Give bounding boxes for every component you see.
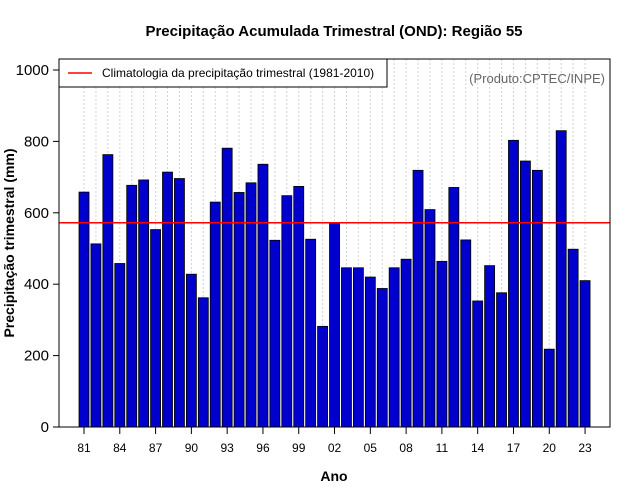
bar-2016 bbox=[496, 292, 507, 428]
bar-1981 bbox=[78, 191, 90, 428]
bar-2020 bbox=[543, 348, 555, 428]
y-tick-label: 0 bbox=[41, 419, 49, 436]
bar-2007 bbox=[388, 267, 400, 428]
bar-2006 bbox=[376, 288, 388, 428]
x-tick-label: 05 bbox=[364, 441, 378, 455]
x-tick-label: 93 bbox=[220, 441, 234, 455]
y-tick-label: 200 bbox=[24, 348, 49, 365]
bar-2010 bbox=[424, 209, 436, 428]
x-tick-label: 81 bbox=[77, 441, 91, 455]
x-axis-label: Ano bbox=[320, 468, 347, 484]
bar-2000 bbox=[305, 238, 317, 428]
y-axis: 0 200 400 600 800 1000 bbox=[16, 62, 59, 436]
x-tick-label: 02 bbox=[328, 441, 342, 455]
y-tick-label: 1000 bbox=[16, 62, 49, 79]
legend: Climatologia da precipitação trimestral … bbox=[58, 58, 388, 88]
x-tick-label: 84 bbox=[113, 441, 127, 455]
bar-1989 bbox=[174, 178, 185, 428]
x-tick-label: 20 bbox=[543, 441, 557, 455]
x-tick-label: 08 bbox=[399, 441, 413, 455]
bar-1987 bbox=[150, 229, 161, 428]
bar-2014 bbox=[472, 300, 484, 428]
y-tick-label: 800 bbox=[24, 133, 49, 150]
bars-group bbox=[78, 130, 591, 428]
legend-box bbox=[58, 58, 388, 88]
bar-2023 bbox=[579, 280, 591, 428]
x-tick-label: 23 bbox=[578, 441, 592, 455]
product-credit: (Produto:CPTEC/INPE) bbox=[469, 71, 605, 86]
bar-1995 bbox=[245, 182, 257, 428]
x-tick-label: 11 bbox=[436, 441, 449, 455]
bar-1986 bbox=[138, 179, 150, 428]
legend-entry: Climatologia da precipitação trimestral … bbox=[102, 66, 374, 80]
x-tick-label: 14 bbox=[471, 441, 485, 455]
x-tick-label: 90 bbox=[185, 441, 199, 455]
bar-1988 bbox=[162, 171, 173, 428]
bar-2015 bbox=[484, 265, 496, 428]
bar-1991 bbox=[197, 297, 209, 428]
bar-1990 bbox=[185, 273, 197, 428]
y-tick-label: 600 bbox=[24, 205, 49, 222]
x-axis: 81 84 87 90 93 96 99 02 05 08 11 14 17 20 23 bbox=[77, 427, 592, 455]
y-tick-label: 400 bbox=[24, 276, 49, 293]
bar-1993 bbox=[221, 147, 233, 428]
bar-2017 bbox=[508, 139, 519, 428]
chart-title: Precipitação Acumulada Trimestral (OND):… bbox=[145, 23, 522, 40]
bar-2013 bbox=[460, 239, 472, 428]
bar-2002 bbox=[329, 222, 340, 428]
bar-2005 bbox=[364, 276, 376, 428]
bar-1997 bbox=[269, 239, 281, 428]
bar-1992 bbox=[209, 201, 221, 428]
bar-1983 bbox=[102, 154, 114, 428]
bar-1985 bbox=[126, 184, 138, 428]
x-tick-label: 99 bbox=[292, 441, 306, 455]
x-tick-label: 87 bbox=[149, 441, 163, 455]
bar-1984 bbox=[114, 263, 126, 428]
bar-2004 bbox=[352, 267, 364, 428]
x-tick-label: 96 bbox=[256, 441, 270, 455]
bar-2001 bbox=[317, 325, 329, 428]
x-tick-label: 17 bbox=[507, 441, 521, 455]
bar-2003 bbox=[341, 267, 352, 428]
bar-1998 bbox=[281, 195, 293, 428]
bar-2009 bbox=[412, 169, 424, 428]
y-axis-label: Precipitação trimestral (mm) bbox=[1, 148, 17, 337]
bar-1994 bbox=[233, 192, 245, 428]
bar-2018 bbox=[520, 160, 531, 428]
bar-2019 bbox=[531, 169, 543, 428]
bar-2008 bbox=[400, 258, 412, 428]
bar-1982 bbox=[90, 243, 102, 428]
bar-2011 bbox=[436, 260, 448, 428]
bar-2021 bbox=[555, 130, 567, 428]
bar-1996 bbox=[257, 163, 269, 428]
bar-2022 bbox=[567, 248, 579, 428]
